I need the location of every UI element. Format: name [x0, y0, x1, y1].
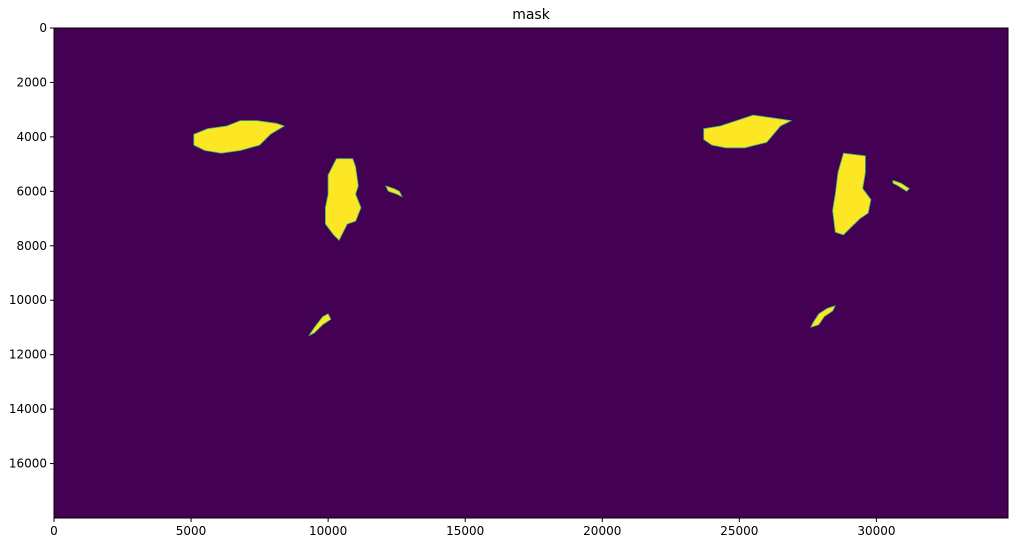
y-tick-label: 6000: [16, 184, 47, 198]
x-tick-label: 15000: [446, 524, 484, 538]
x-tick-label: 25000: [720, 524, 758, 538]
mask-background: [54, 28, 1008, 518]
mask-region-3: [385, 185, 403, 198]
x-tick-label: 0: [50, 524, 58, 538]
mask-region-5: [703, 114, 792, 149]
y-tick-label: 16000: [9, 457, 47, 471]
plot-area: [53, 27, 1009, 519]
y-axis: 0 2000 4000 6000 8000 10000 12000 14000 16000: [9, 21, 54, 471]
y-tick-label: 14000: [9, 402, 47, 416]
y-tick-label: 2000: [16, 75, 47, 89]
y-tick-label: 12000: [9, 348, 47, 362]
mask-region-7: [892, 179, 910, 192]
x-tick-label: 5000: [176, 524, 207, 538]
x-tick-label: 30000: [857, 524, 895, 538]
mask-regions: [193, 114, 910, 337]
y-tick-label: 10000: [9, 293, 47, 307]
x-tick-label: 20000: [583, 524, 621, 538]
mask-region-8: [810, 305, 836, 328]
y-tick-label: 8000: [16, 239, 47, 253]
mask-region-1: [193, 120, 285, 154]
plot-frame: [53, 27, 1009, 519]
x-axis: 0 5000 10000 15000 20000 25000 30000: [50, 518, 896, 538]
mask-region-2: [324, 158, 362, 241]
chart-title: mask: [512, 7, 551, 23]
y-tick-label: 0: [39, 21, 47, 35]
mask-region-4: [308, 313, 332, 337]
mask-region-6: [832, 152, 872, 236]
x-tick-label: 10000: [309, 524, 347, 538]
y-tick-label: 4000: [16, 130, 47, 144]
